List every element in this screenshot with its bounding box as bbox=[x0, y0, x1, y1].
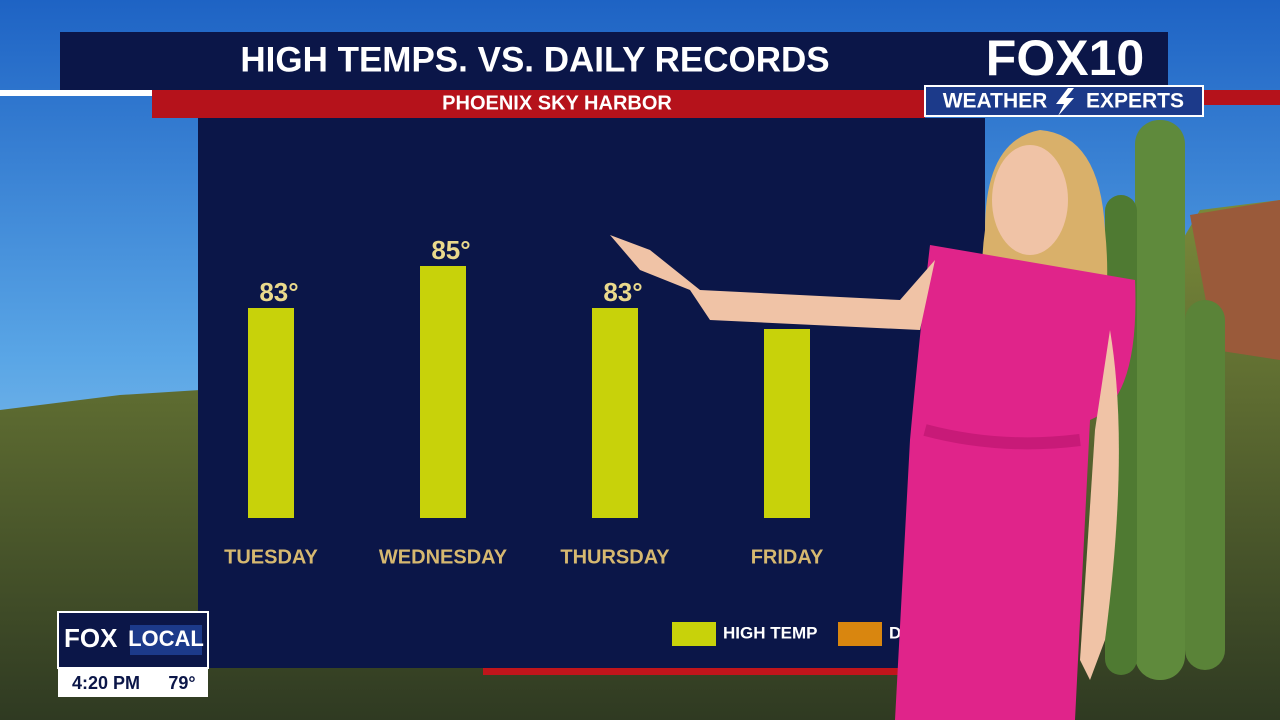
cactus bbox=[1135, 120, 1185, 680]
bar bbox=[420, 266, 466, 518]
legend-swatch bbox=[838, 622, 882, 646]
legend-label: D bbox=[889, 623, 901, 642]
bar bbox=[248, 308, 294, 518]
legend-label: HIGH TEMP bbox=[723, 623, 817, 642]
chart-title: HIGH TEMPS. VS. DAILY RECORDS bbox=[240, 40, 829, 79]
chart: TUESDAY83°WEDNESDAY85°THURSDAY83°FRIDAY8… bbox=[224, 235, 901, 646]
subtitle-bar bbox=[152, 90, 925, 118]
value-label: 83° bbox=[603, 277, 642, 307]
station-left: FOX bbox=[64, 623, 118, 653]
meteorologist bbox=[610, 130, 1136, 720]
x-tick-label: FRIDAY bbox=[751, 546, 824, 568]
bar bbox=[764, 329, 810, 518]
logo-box bbox=[962, 32, 1168, 88]
current-temp: 79° bbox=[168, 673, 195, 693]
red-rule bbox=[483, 668, 985, 675]
value-label: 83° bbox=[259, 277, 298, 307]
time: 4:20 PM bbox=[72, 673, 140, 693]
x-tick-label: THURSDAY bbox=[560, 546, 670, 568]
legend-swatch bbox=[672, 622, 716, 646]
chart-panel bbox=[198, 118, 985, 668]
x-tick-label: WEDNESDAY bbox=[379, 546, 508, 568]
bolt bbox=[1056, 88, 1074, 116]
x-tick-label: TUESDAY bbox=[224, 546, 318, 568]
chart-subtitle: PHOENIX SKY HARBOR bbox=[442, 92, 672, 114]
cactus-arm bbox=[1185, 300, 1225, 670]
bar bbox=[592, 308, 638, 518]
station-bug: FOX LOCAL 4:20 PM 79° bbox=[57, 611, 209, 697]
value-label: 85° bbox=[431, 235, 470, 265]
tag-right: EXPERTS bbox=[1086, 90, 1184, 113]
station-right: LOCAL bbox=[128, 626, 204, 651]
tag-left: WEATHER bbox=[943, 90, 1048, 113]
logo: FOX10 bbox=[986, 30, 1144, 86]
